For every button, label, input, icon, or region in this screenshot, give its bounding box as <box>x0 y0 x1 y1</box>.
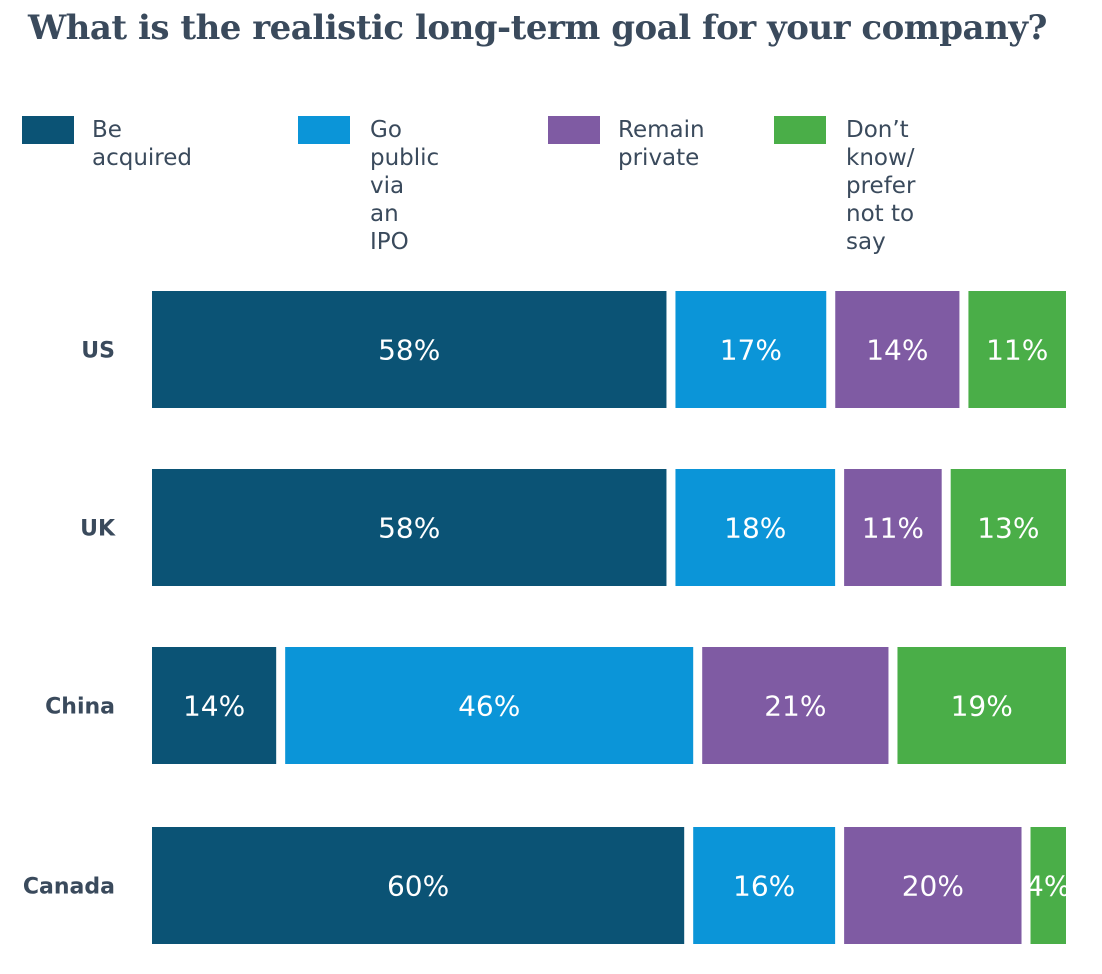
legend-label: Don’t know/ prefer not to say <box>846 117 916 255</box>
legend-label: Go public via an IPO <box>370 117 440 255</box>
bar-canada-remain-private <box>844 827 1022 944</box>
data-label-china-go-public-via-an-ipo: 46% <box>458 690 520 723</box>
bar-uk-don-t-know-prefer-not-to-say <box>950 469 1066 586</box>
category-label-china: China <box>45 695 115 720</box>
legend-label: Be acquired <box>92 117 193 171</box>
bar-uk-go-public-via-an-ipo <box>675 469 836 586</box>
data-label-china-be-acquired: 14% <box>183 690 245 723</box>
category-label-uk: UK <box>80 517 116 542</box>
data-label-canada-be-acquired: 60% <box>387 870 449 903</box>
legend-swatch <box>298 116 350 144</box>
legend-label: Remain private <box>618 117 705 171</box>
chart-title: What is the realistic long-term goal for… <box>28 8 1047 48</box>
data-label-uk-go-public-via-an-ipo: 18% <box>724 512 786 545</box>
bar-us-remain-private <box>835 291 960 408</box>
category-label-canada: Canada <box>23 875 115 900</box>
bar-canada-don-t-know-prefer-not-to-say <box>1030 827 1066 944</box>
bar-uk-remain-private <box>844 469 942 586</box>
data-label-us-go-public-via-an-ipo: 17% <box>720 334 782 367</box>
data-label-us-be-acquired: 58% <box>378 334 440 367</box>
data-label-canada-go-public-via-an-ipo: 16% <box>733 870 795 903</box>
data-label-canada-don-t-know-prefer-not-to-say: 4% <box>1026 870 1070 903</box>
data-label-us-remain-private: 14% <box>866 334 928 367</box>
data-label-china-don-t-know-prefer-not-to-say: 19% <box>951 690 1013 723</box>
bar-china-go-public-via-an-ipo <box>285 647 694 764</box>
bar-us-don-t-know-prefer-not-to-say <box>968 291 1066 408</box>
legend-swatch <box>548 116 600 144</box>
bar-us-be-acquired <box>152 291 667 408</box>
legend-swatch <box>22 116 74 144</box>
bar-china-remain-private <box>702 647 889 764</box>
data-label-china-remain-private: 21% <box>764 690 826 723</box>
data-label-uk-remain-private: 11% <box>862 512 924 545</box>
bar-canada-go-public-via-an-ipo <box>693 827 836 944</box>
category-label-us: US <box>81 339 115 364</box>
data-label-canada-remain-private: 20% <box>902 870 964 903</box>
data-label-uk-be-acquired: 58% <box>378 512 440 545</box>
bar-uk-be-acquired <box>152 469 667 586</box>
bar-canada-be-acquired <box>152 827 685 944</box>
data-label-us-don-t-know-prefer-not-to-say: 11% <box>986 334 1048 367</box>
bar-us-go-public-via-an-ipo <box>675 291 827 408</box>
data-label-uk-don-t-know-prefer-not-to-say: 13% <box>977 512 1039 545</box>
legend-swatch <box>774 116 826 144</box>
bar-china-be-acquired <box>152 647 277 764</box>
bar-china-don-t-know-prefer-not-to-say <box>897 647 1066 764</box>
